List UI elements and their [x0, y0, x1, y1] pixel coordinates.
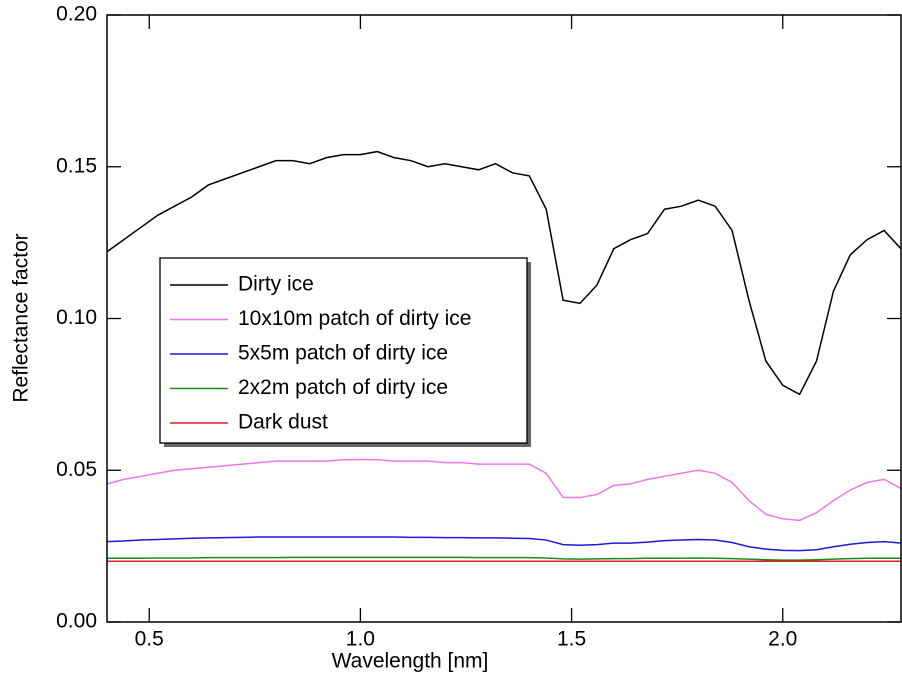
legend-label: Dirty ice	[238, 273, 314, 296]
x-tick-label: 1.5	[557, 628, 586, 651]
x-tick-label: 1.0	[346, 628, 375, 651]
series-line	[107, 536, 901, 552]
y-tick-label: 0.20	[56, 3, 97, 26]
series-line	[107, 556, 901, 561]
series-line	[107, 458, 901, 522]
legend-label: 10x10m patch of dirty ice	[238, 307, 471, 330]
x-axis-label: Wavelength [nm]	[332, 650, 489, 673]
legend-box	[159, 257, 528, 444]
legend-label: 5x5m patch of dirty ice	[238, 342, 448, 365]
y-tick-label: 0.15	[56, 154, 97, 177]
x-tick-label: 2.0	[768, 628, 797, 651]
plot-frame	[106, 14, 902, 623]
y-tick-label: 0.05	[56, 458, 97, 481]
legend-label: 2x2m patch of dirty ice	[238, 376, 448, 399]
x-tick-label: 0.5	[135, 628, 164, 651]
y-axis-label: Reflectance factor	[10, 233, 33, 402]
legend-label: Dark dust	[238, 411, 328, 434]
series-line	[107, 150, 901, 396]
y-tick-label: 0.00	[56, 610, 97, 633]
y-tick-label: 0.10	[56, 306, 97, 329]
